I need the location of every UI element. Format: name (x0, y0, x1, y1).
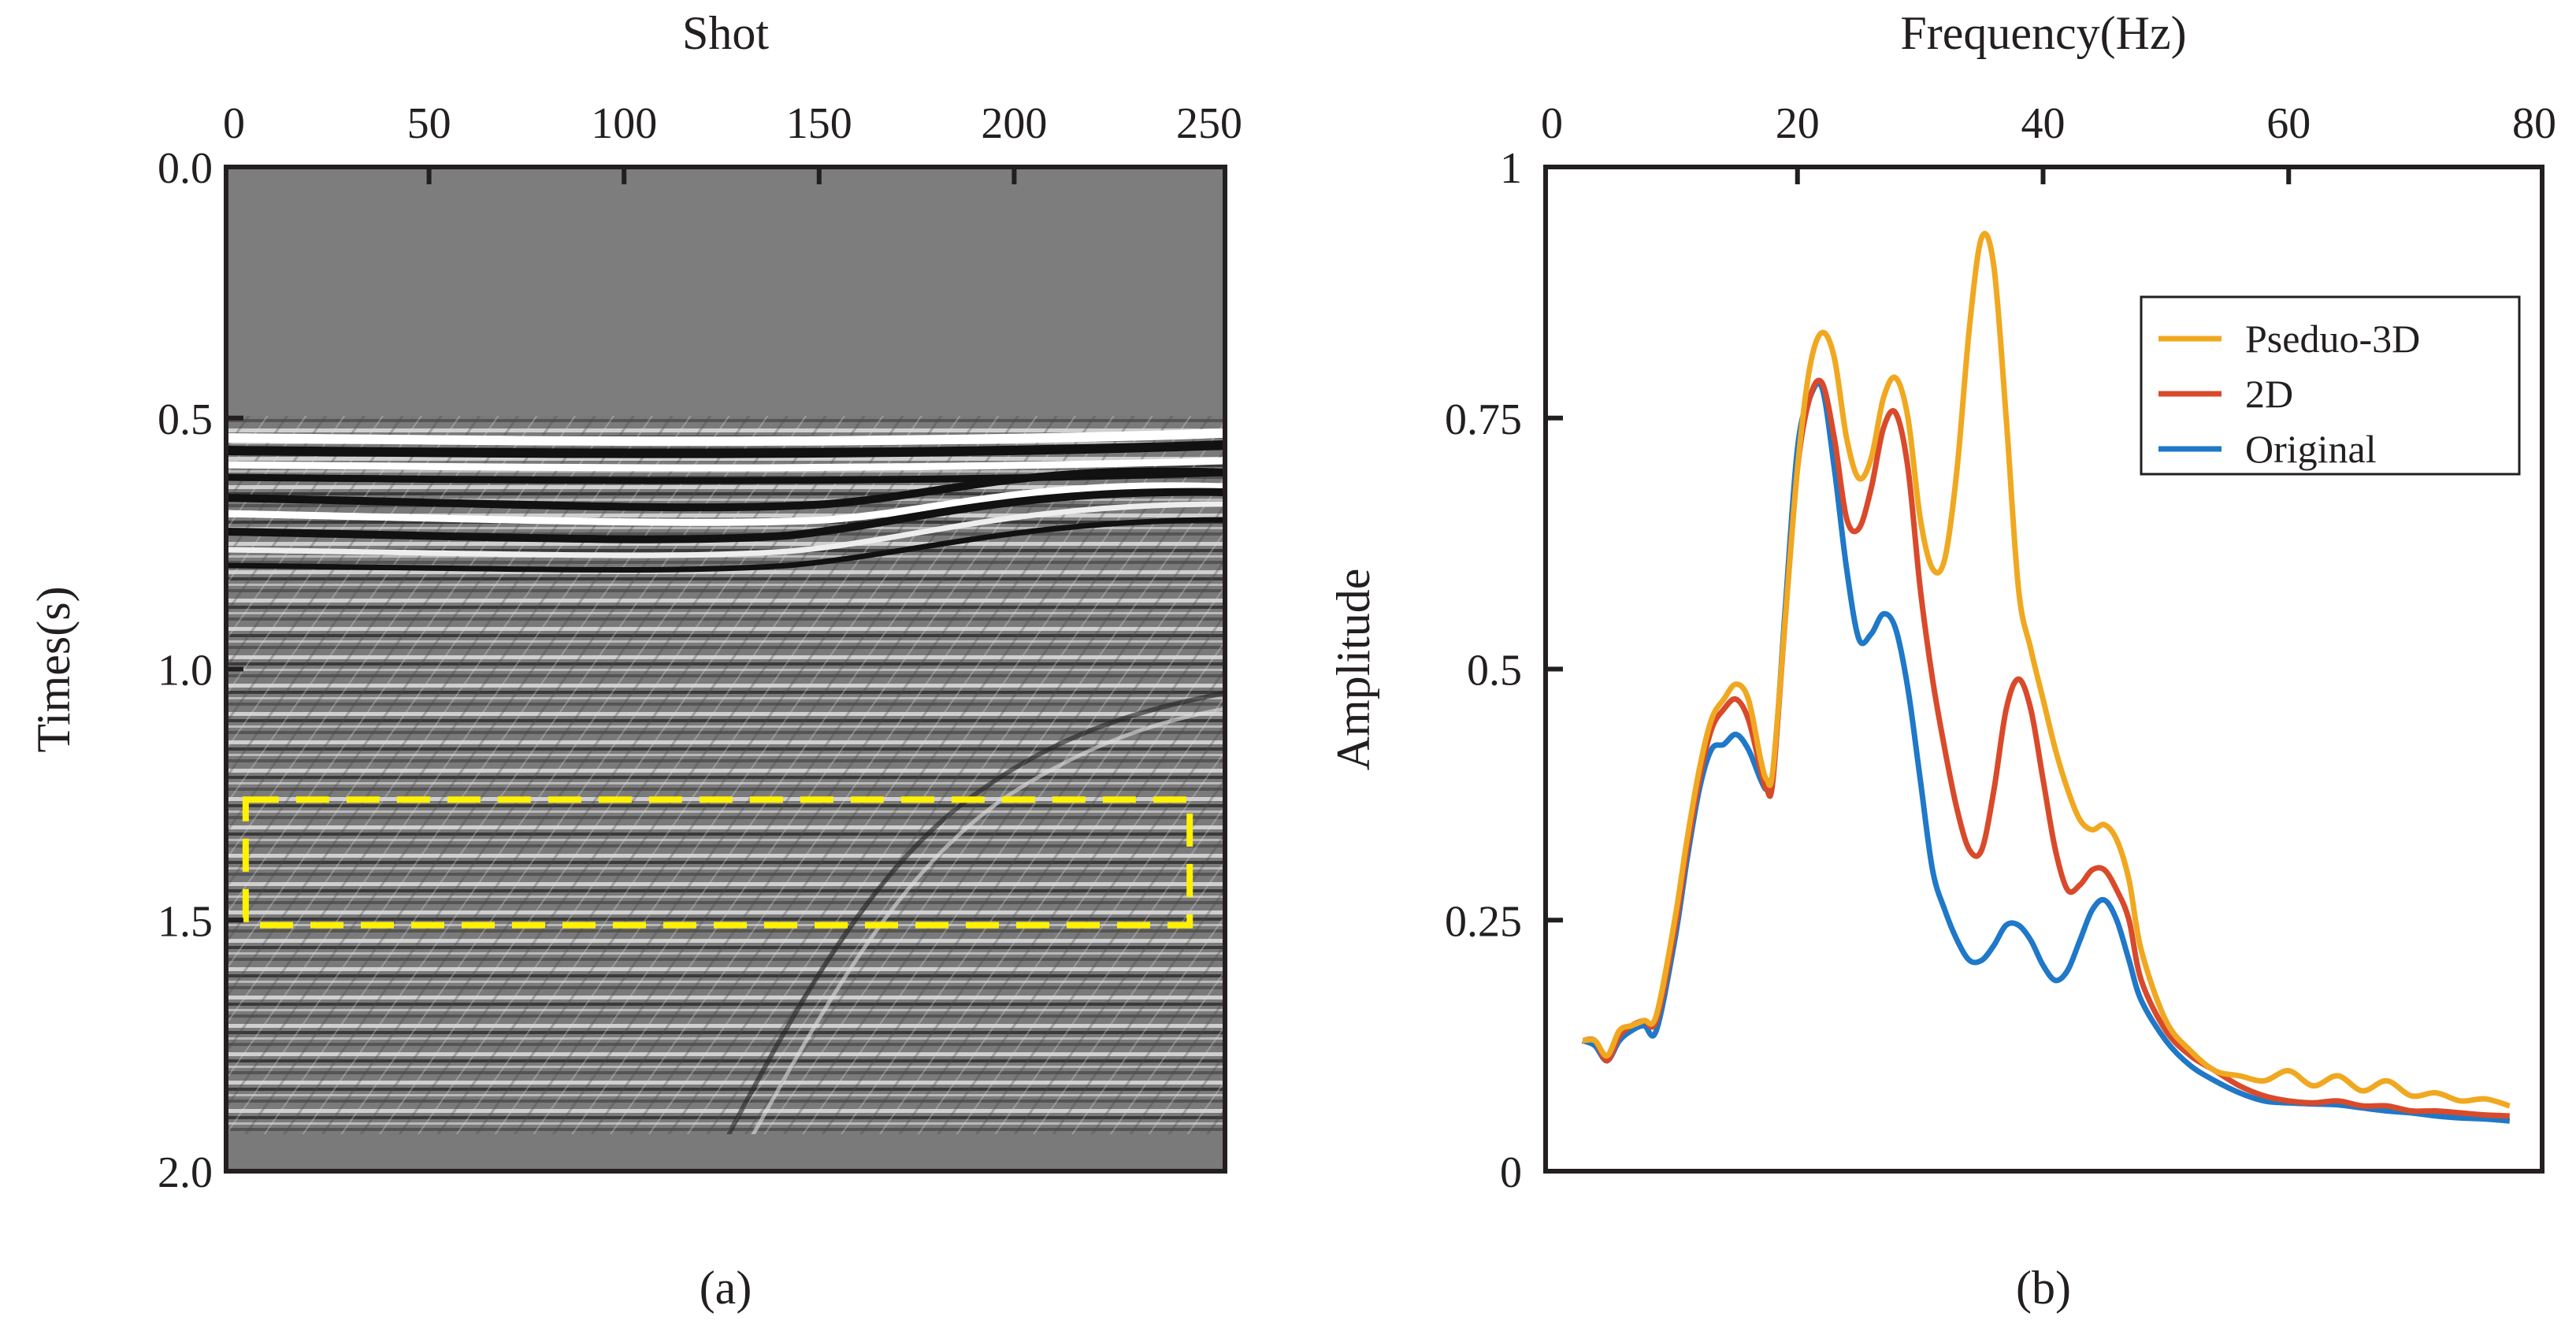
seismic-panel: 0 50 100 150 200 250 0.0 0.5 1.0 1.5 2.0 Shot Tim… (28, 7, 1242, 1314)
seismic-x-ticks: 0 50 100 150 200 250 (223, 99, 1242, 184)
seismic-y-tick-label: 2.0 (158, 1148, 213, 1197)
spectrum-y-tick-label: 0.75 (1445, 395, 1522, 444)
series-line-original (1581, 380, 2511, 1124)
seismic-x-tick-label: 150 (786, 99, 852, 148)
spectrum-y-tick-label: 0.25 (1445, 897, 1522, 946)
spectrum-y-tick-label: 1 (1500, 144, 1522, 193)
seismic-x-tick-label: 50 (407, 99, 451, 148)
highlight-box (242, 796, 1193, 929)
spectrum-x-tick-label: 80 (2512, 99, 2556, 148)
legend: Pseduo-3D 2D Original (2140, 295, 2521, 476)
spectrum-x-tick-label: 40 (2021, 99, 2066, 148)
spectrum-x-tick-label: 60 (2266, 99, 2311, 148)
spectrum-x-tick-label: 0 (1541, 99, 1563, 148)
legend-label: Original (2245, 427, 2377, 471)
legend-label: Pseduo-3D (2245, 317, 2420, 361)
spectrum-lines (1581, 231, 2511, 1124)
series-line-2d (1582, 377, 2510, 1119)
seismic-image (226, 167, 1225, 1171)
seismic-y-ticks: 0.0 0.5 1.0 1.5 2.0 (158, 144, 243, 1197)
spectrum-y-tick-label: 0 (1500, 1148, 1522, 1197)
spectrum-y-tick-label: 0.5 (1467, 647, 1522, 695)
seismic-y-tick-label: 1.5 (158, 897, 213, 946)
seismic-y-tick-label: 0.0 (158, 144, 213, 193)
seismic-x-axis-title: Shot (682, 7, 769, 59)
panel-b-caption: (b) (2016, 1262, 2071, 1314)
seismic-x-tick-label: 100 (591, 99, 657, 148)
spectrum-x-tick-label: 20 (1776, 99, 1820, 148)
spectrum-x-axis-title: Frequency(Hz) (1900, 7, 2186, 59)
seismic-x-tick-label: 0 (223, 99, 245, 148)
legend-label: 2D (2245, 372, 2293, 416)
spectrum-x-ticks: 0 20 40 60 80 (1541, 99, 2556, 184)
seismic-y-tick-label: 1.0 (158, 647, 213, 695)
spectrum-y-axis-title: Amplitude (1327, 569, 1379, 771)
spectrum-panel: 0 20 40 60 80 0 0.25 0.5 0.75 1 Pseduo-3D 2D Origi… (1327, 7, 2556, 1314)
seismic-x-tick-label: 200 (981, 99, 1047, 148)
seismic-x-tick-label: 250 (1176, 99, 1242, 148)
series-line-pseduo-3d (1582, 231, 2511, 1109)
seismic-y-axis-title: Times(s) (28, 586, 80, 752)
seismic-y-tick-label: 0.5 (158, 395, 213, 444)
legend-box (2140, 295, 2521, 476)
spectrum-y-ticks: 0 0.25 0.5 0.75 1 (1445, 144, 1563, 1197)
panel-a-caption: (a) (700, 1262, 752, 1314)
